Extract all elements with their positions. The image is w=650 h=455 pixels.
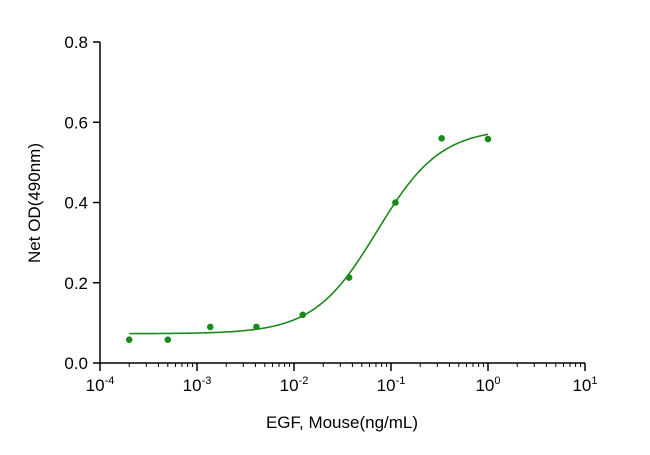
fit-curve [129, 133, 489, 335]
x-tick-label: 100 [475, 375, 500, 395]
data-points [125, 135, 492, 344]
x-ticks: 10-4 10-3 10-2 10-1 100 101 [86, 363, 598, 395]
y-tick-label: 0.2 [64, 274, 88, 293]
y-axis-label: Net OD(490nm) [25, 143, 44, 263]
x-tick-label: 10-2 [280, 375, 309, 395]
x-tick-label: 10-4 [86, 375, 115, 395]
y-ticks: 0.0 0.2 0.4 0.6 0.8 [64, 33, 100, 373]
x-tick-label: 101 [572, 375, 597, 395]
data-point [206, 323, 214, 331]
data-point [299, 311, 307, 319]
data-point [253, 323, 260, 331]
y-tick-label: 0.4 [64, 194, 88, 213]
data-point [392, 199, 399, 206]
data-point [438, 135, 445, 142]
data-point [125, 336, 133, 344]
data-point [484, 135, 492, 143]
y-tick-label: 0.8 [64, 33, 88, 52]
data-point [345, 274, 353, 281]
x-axis-label: EGF, Mouse(ng/mL) [266, 413, 418, 432]
x-tick-label: 10-3 [183, 375, 212, 395]
axes [99, 42, 585, 364]
y-tick-label: 0.6 [64, 113, 88, 132]
data-point [164, 336, 172, 344]
y-tick-label: 0.0 [64, 354, 88, 373]
x-tick-label: 10-1 [377, 375, 406, 395]
